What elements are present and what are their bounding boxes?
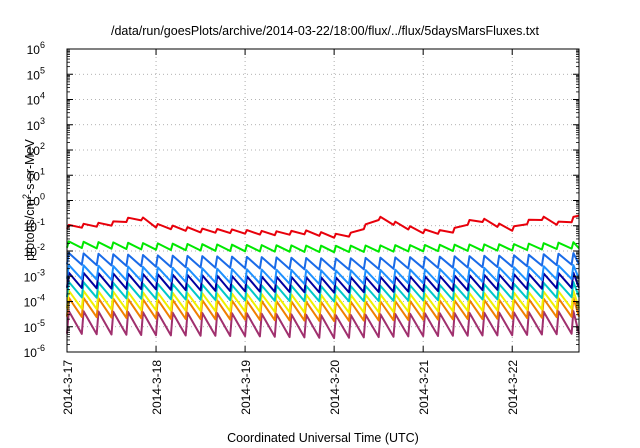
y-tick-label: 10-4 (24, 293, 45, 310)
y-tick-label: 100 (27, 192, 45, 209)
x-tick-label: 2014-3-17 (61, 360, 75, 415)
series-line (66, 263, 580, 286)
series-line (66, 252, 580, 271)
y-tick-label: 10-3 (24, 267, 45, 284)
x-tick-label: 2014-3-19 (239, 360, 253, 415)
x-tick-label: 2014-3-21 (417, 360, 431, 415)
y-tick-label: 102 (27, 141, 45, 158)
y-tick-label: 106 (27, 40, 45, 57)
series-line (66, 289, 580, 314)
series-line (66, 240, 580, 254)
x-tick-label: 2014-3-18 (150, 360, 164, 415)
y-axis-ticks: 10-6 10-5 10-4 10-3 10-2 10-1 100 101 102 103 104 1… (24, 40, 579, 360)
x-axis-label: Coordinated Universal Time (UTC) (227, 431, 419, 445)
x-axis-ticks: 2014-3-17 2014-3-18 2014-3-19 2014-3-20 2014… (61, 49, 520, 415)
y-tick-label: 105 (27, 65, 45, 82)
y-tick-label: 10-6 (24, 343, 45, 360)
series-line (66, 310, 580, 340)
chart-title: /data/run/goesPlots/archive/2014-03-22/1… (111, 24, 540, 38)
y-tick-label: 104 (27, 91, 45, 108)
series-group (66, 214, 580, 340)
series-line (66, 214, 580, 239)
x-tick-label: 2014-3-22 (506, 360, 520, 415)
y-tick-label: 10-2 (24, 242, 45, 259)
x-tick-label: 2014-3-20 (328, 360, 342, 415)
y-tick-label: 10-1 (24, 217, 45, 234)
y-tick-label: 103 (27, 116, 45, 133)
series-line (66, 280, 580, 303)
y-tick-label: 10-5 (24, 318, 45, 335)
y-tick-label: 101 (27, 166, 45, 183)
y-axis-label: protons/cm2-s-sr-MeV (21, 138, 37, 260)
